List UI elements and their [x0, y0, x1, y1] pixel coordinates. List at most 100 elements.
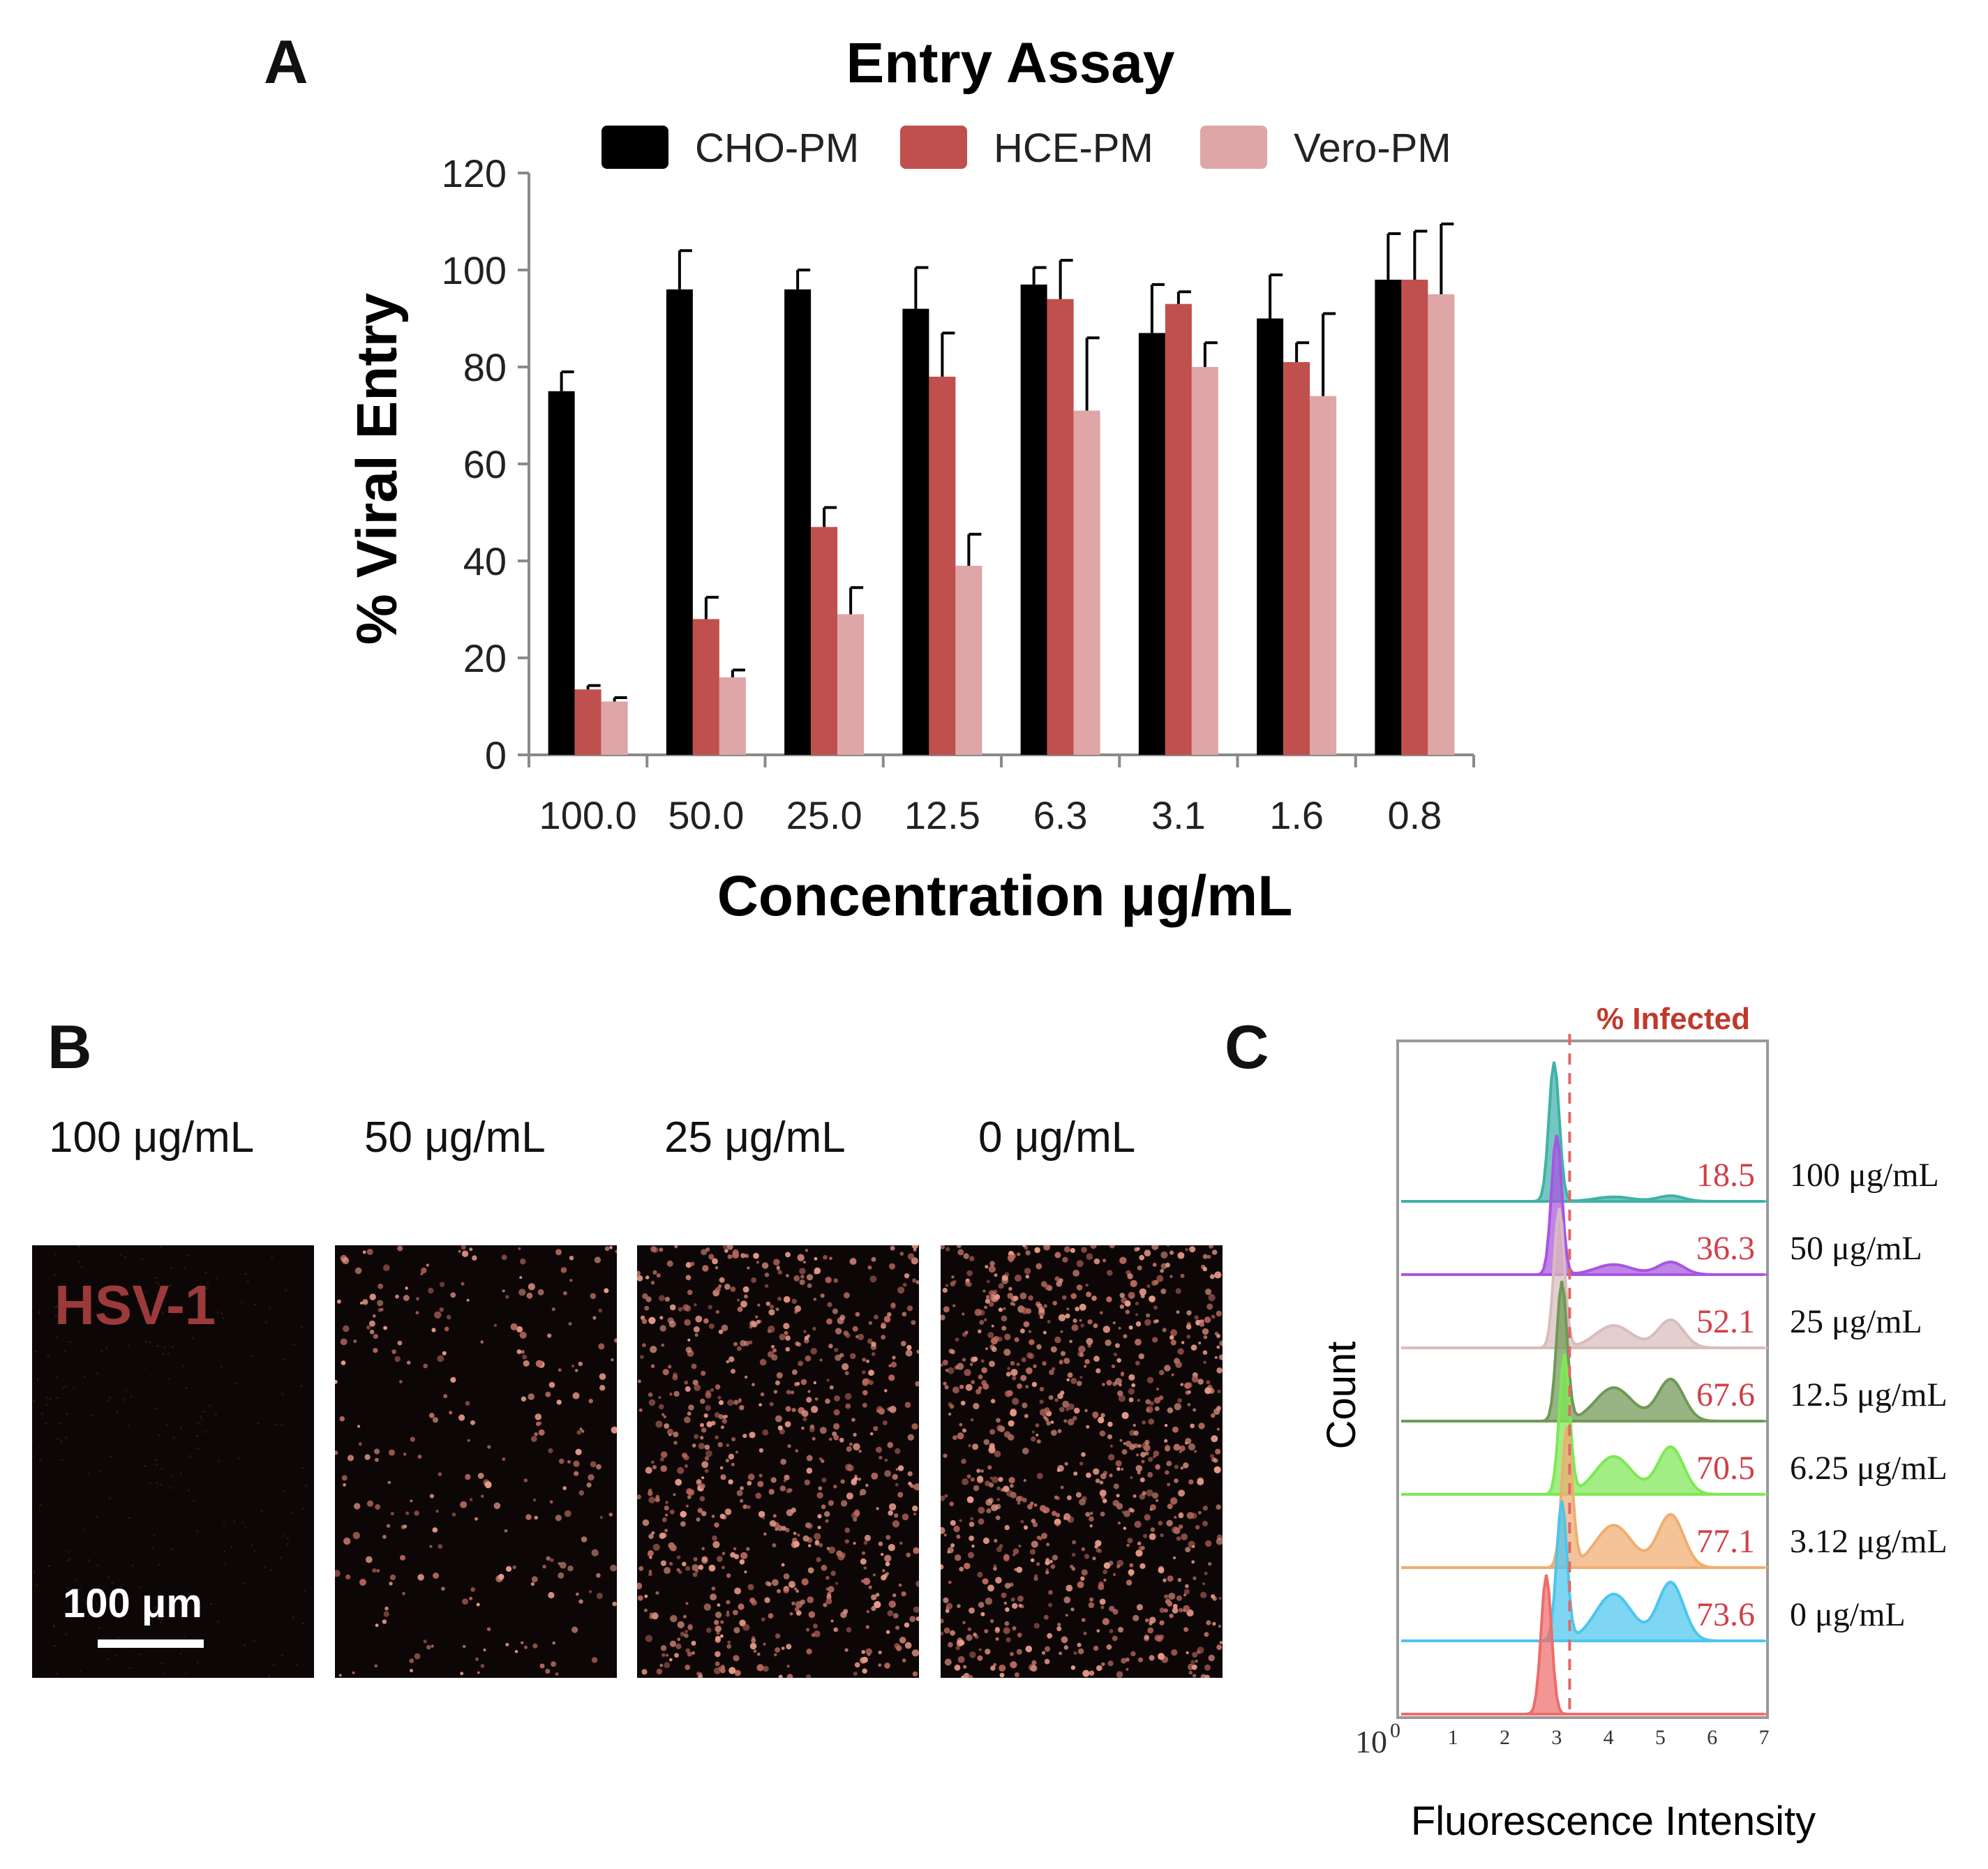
infected-cell-spot: [1018, 1544, 1022, 1548]
background-speck: [109, 1497, 111, 1500]
infected-cell-spot: [1204, 1664, 1211, 1671]
infected-cell-spot: [535, 1413, 542, 1420]
infected-cell-spot: [996, 1486, 1001, 1491]
infected-cell-spot: [1099, 1489, 1107, 1497]
micro-label-25: 25 μg/mL: [664, 1113, 846, 1162]
infected-cell-spot: [979, 1320, 985, 1325]
micrograph-50-spots: [335, 1245, 617, 1677]
background-speck: [281, 1424, 283, 1427]
infected-cell-spot: [846, 1464, 854, 1472]
infected-cell-spot: [1112, 1381, 1117, 1386]
infected-cell-spot: [1170, 1339, 1176, 1346]
infected-cell-spot: [1093, 1356, 1100, 1362]
infected-cell-spot: [1063, 1419, 1068, 1423]
infected-cell-spot: [687, 1623, 693, 1629]
infected-cell-spot: [358, 1442, 362, 1446]
infected-cell-spot: [1042, 1416, 1047, 1420]
infected-cell-spot: [913, 1248, 917, 1252]
infected-cell-spot: [837, 1554, 845, 1561]
infected-cell-spot: [825, 1398, 830, 1404]
infected-cell-spot: [999, 1665, 1006, 1672]
infected-cell-spot: [687, 1411, 692, 1416]
infected-cell-spot: [887, 1407, 891, 1411]
infected-cell-spot: [1176, 1595, 1182, 1601]
infected-cell-spot: [963, 1253, 969, 1259]
infected-cell-spot: [887, 1441, 893, 1448]
infected-cell-spot: [791, 1601, 795, 1606]
infected-cell-spot: [993, 1662, 997, 1667]
infected-cell-spot: [1073, 1318, 1077, 1323]
infected-cell-spot: [1045, 1570, 1049, 1575]
infected-cell-spot: [1116, 1466, 1121, 1471]
infected-cell-spot: [1090, 1245, 1097, 1249]
infected-cell-spot: [1033, 1503, 1038, 1507]
infected-cell-spot: [1183, 1608, 1186, 1612]
infected-cell-spot: [578, 1490, 584, 1496]
infected-cell-spot: [1142, 1491, 1146, 1496]
infected-cell-spot: [888, 1364, 892, 1367]
infected-cell-spot: [342, 1256, 350, 1265]
infected-cell-spot: [888, 1544, 895, 1552]
infected-cell-spot: [375, 1457, 379, 1462]
infected-cell-spot: [1057, 1464, 1064, 1472]
infected-cell-spot: [458, 1249, 461, 1253]
infected-cell-spot: [581, 1429, 585, 1433]
infected-cell-spot: [1029, 1339, 1035, 1345]
infected-cell-spot: [1144, 1635, 1149, 1642]
background-speck: [107, 1575, 110, 1578]
infected-cell-spot: [946, 1284, 949, 1287]
infected-cell-spot: [969, 1651, 976, 1658]
infected-cell-spot: [1066, 1584, 1073, 1592]
infected-cell-spot: [957, 1656, 965, 1663]
infected-cell-spot: [795, 1449, 798, 1453]
infected-cell-spot: [1012, 1376, 1017, 1381]
infected-cell-spot: [701, 1510, 707, 1517]
infected-cell-spot: [1160, 1263, 1167, 1270]
infected-cell-spot: [1070, 1665, 1076, 1670]
infected-cell-spot: [911, 1485, 915, 1489]
infected-cell-spot: [973, 1402, 980, 1410]
infected-cell-spot: [760, 1392, 765, 1397]
infected-cell-spot: [814, 1397, 819, 1401]
infected-cell-spot: [878, 1408, 885, 1415]
infected-cell-spot: [865, 1648, 872, 1656]
infected-cell-spot: [608, 1513, 613, 1517]
infected-cell-spot: [781, 1526, 786, 1531]
infected-cell-spot: [863, 1566, 867, 1570]
infected-cell-spot: [989, 1344, 995, 1350]
infected-cell-spot: [483, 1649, 486, 1651]
infected-cell-spot: [756, 1319, 761, 1324]
infected-cell-spot: [573, 1460, 580, 1467]
infected-cell-spot: [389, 1449, 395, 1456]
infected-cell-spot: [1089, 1511, 1093, 1515]
infected-cell-spot: [786, 1644, 792, 1650]
infected-cell-spot: [531, 1436, 537, 1442]
infected-cell-spot: [1112, 1572, 1116, 1577]
infected-cell-spot: [335, 1570, 341, 1577]
infected-cell-spot: [401, 1524, 406, 1529]
infected-cell-spot: [1109, 1245, 1115, 1249]
infected-cell-spot: [683, 1614, 687, 1619]
infected-cell-spot: [673, 1493, 676, 1496]
infected-cell-spot: [912, 1506, 918, 1512]
histogram-legend-label: 6.25 μg/mL: [1790, 1450, 1948, 1487]
infected-cell-spot: [733, 1547, 737, 1551]
infected-cell-spot: [1174, 1403, 1181, 1411]
infected-cell-spot: [828, 1500, 834, 1506]
infected-cell-spot: [480, 1494, 484, 1499]
infected-cell-spot: [992, 1476, 999, 1483]
infected-cell-spot: [737, 1298, 740, 1302]
infected-cell-spot: [720, 1667, 726, 1674]
infected-cell-spot: [659, 1325, 666, 1332]
infected-cell-spot: [966, 1496, 974, 1503]
infected-cell-spot: [783, 1573, 790, 1579]
infected-cell-spot: [962, 1358, 966, 1362]
infected-cell-spot: [1070, 1607, 1075, 1612]
infected-cell-spot: [895, 1483, 899, 1487]
infected-cell-spot: [562, 1291, 567, 1296]
infected-cell-spot: [1167, 1503, 1173, 1510]
infected-cell-spot: [1056, 1280, 1063, 1287]
infected-cell-spot: [883, 1316, 891, 1323]
infected-cell-spot: [519, 1276, 523, 1279]
infected-cell-spot: [692, 1651, 696, 1655]
